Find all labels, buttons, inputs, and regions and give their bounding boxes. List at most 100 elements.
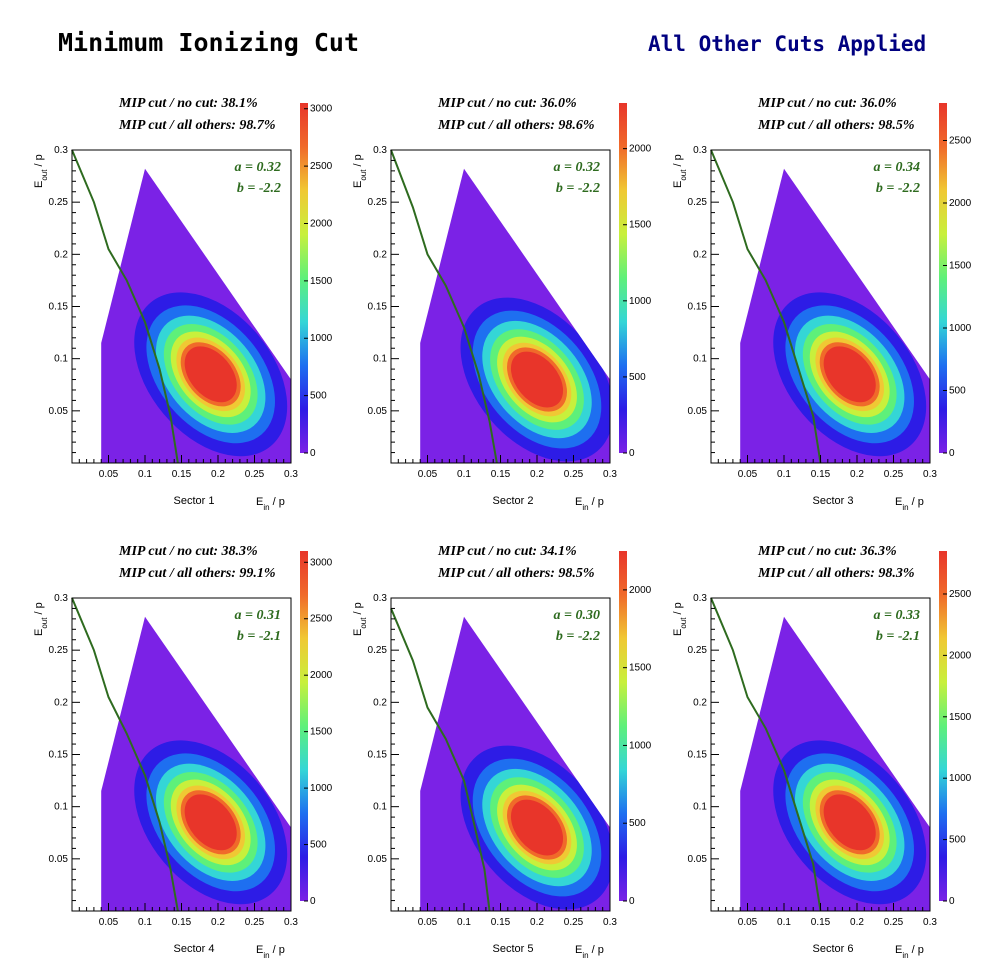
param-a-label: a = 0.32	[235, 160, 281, 175]
x-tick-label: 0.3	[923, 469, 937, 480]
y-tick-label: 0.15	[368, 750, 388, 761]
stat-line-all-others: MIP cut / all others: 98.7%	[118, 118, 276, 133]
y-tick-label: 0.2	[373, 249, 387, 260]
stat-line-no-cut: MIP cut / no cut: 36.3%	[757, 544, 897, 559]
mip-cut-line	[710, 149, 822, 464]
y-tick-label: 0.25	[49, 645, 69, 656]
x-axis-label: Ein / p	[895, 944, 924, 960]
z-tick-label: 1500	[949, 261, 972, 272]
density-contour-level-7	[510, 351, 564, 408]
x-axis-label: Ein / p	[575, 944, 604, 960]
z-tick-label: 1500	[310, 276, 333, 287]
z-colorbar	[619, 551, 627, 901]
y-tick-label: 0.05	[688, 406, 708, 417]
sector-panel: 0.05 0.1 0.15 0.2 0.25 0.3 0.05 0.1 0.15 0.2 0.25 0…	[33, 544, 333, 960]
x-tick-label: 0.2	[850, 469, 864, 480]
density-contour-level-7	[823, 794, 876, 851]
z-tick-label: 2500	[949, 136, 972, 147]
z-tick-label: 1000	[629, 296, 652, 307]
x-tick-label: 0.1	[457, 469, 471, 480]
x-tick-label: 0.25	[564, 917, 584, 928]
z-tick-label: 500	[629, 372, 646, 383]
y-axis-label: Eout / p	[33, 602, 49, 636]
z-tick-label: 2500	[310, 161, 333, 172]
sector-panel: 0.05 0.1 0.15 0.2 0.25 0.3 0.05 0.1 0.15 0.2 0.25 0…	[352, 96, 652, 512]
param-b-label: b = -2.2	[556, 629, 600, 644]
stat-line-no-cut: MIP cut / no cut: 38.3%	[118, 544, 258, 559]
x-tick-label: 0.3	[603, 469, 617, 480]
stat-line-all-others: MIP cut / all others: 99.1%	[118, 566, 276, 581]
z-tick-label: 2500	[310, 614, 333, 625]
x-tick-label: 0.15	[491, 917, 511, 928]
x-tick-label: 0.05	[418, 917, 438, 928]
mip-cut-line	[710, 597, 822, 912]
z-tick-label: 0	[949, 896, 955, 907]
y-tick-label: 0.2	[373, 697, 387, 708]
density-contour-level-7	[823, 346, 876, 403]
heatmap-density	[101, 616, 291, 911]
param-a-label: a = 0.34	[874, 160, 920, 175]
z-tick-label: 2000	[310, 218, 333, 229]
y-tick-label: 0.25	[368, 197, 388, 208]
x-tick-label: 0.05	[418, 469, 438, 480]
z-tick-label: 1500	[949, 712, 972, 723]
param-b-label: b = -2.2	[237, 181, 281, 196]
x-tick-label: 0.2	[211, 469, 225, 480]
stat-line-no-cut: MIP cut / no cut: 34.1%	[437, 544, 577, 559]
x-tick-label: 0.15	[811, 469, 831, 480]
sector-label: Sector 5	[493, 943, 534, 955]
sector-panel: 0.05 0.1 0.15 0.2 0.25 0.3 0.05 0.1 0.15 0.2 0.25 0…	[672, 544, 972, 960]
z-tick-label: 2500	[949, 589, 972, 600]
z-colorbar	[939, 103, 947, 453]
x-tick-label: 0.05	[99, 469, 119, 480]
z-tick-label: 500	[310, 840, 327, 851]
sector-label: Sector 6	[813, 943, 854, 955]
x-tick-label: 0.25	[884, 469, 904, 480]
param-b-label: b = -2.1	[876, 629, 920, 644]
param-a-label: a = 0.32	[554, 160, 600, 175]
x-tick-label: 0.05	[738, 917, 758, 928]
y-tick-label: 0.05	[688, 854, 708, 865]
heatmap-density	[740, 616, 930, 911]
param-b-label: b = -2.2	[556, 181, 600, 196]
y-tick-label: 0.25	[688, 645, 708, 656]
y-tick-label: 0.3	[54, 145, 68, 156]
mip-cut-line	[390, 608, 491, 912]
z-tick-label: 0	[629, 448, 635, 459]
param-a-label: a = 0.31	[235, 608, 281, 623]
y-tick-label: 0.15	[368, 302, 388, 313]
z-tick-label: 2000	[629, 585, 652, 596]
x-tick-label: 0.25	[245, 917, 265, 928]
z-tick-label: 0	[949, 448, 955, 459]
x-axis-label: Ein / p	[895, 496, 924, 512]
mip-cut-line	[71, 597, 179, 912]
heatmap-density	[420, 616, 610, 911]
x-tick-label: 0.1	[457, 917, 471, 928]
x-tick-label: 0.15	[172, 469, 192, 480]
z-tick-label: 500	[949, 835, 966, 846]
y-tick-label: 0.2	[54, 249, 68, 260]
z-tick-label: 3000	[310, 104, 333, 115]
y-tick-label: 0.3	[54, 593, 68, 604]
param-b-label: b = -2.2	[876, 181, 920, 196]
y-tick-label: 0.05	[368, 854, 388, 865]
y-tick-label: 0.05	[49, 854, 69, 865]
heatmap-density	[740, 168, 930, 463]
z-tick-label: 1500	[310, 727, 333, 738]
y-tick-label: 0.2	[693, 697, 707, 708]
y-axis-label: Eout / p	[33, 154, 49, 188]
mip-cut-line	[71, 149, 179, 464]
z-tick-label: 0	[629, 896, 635, 907]
y-tick-label: 0.3	[693, 145, 707, 156]
x-axis-label: Ein / p	[575, 496, 604, 512]
y-tick-label: 0.1	[54, 802, 68, 813]
stat-line-no-cut: MIP cut / no cut: 36.0%	[437, 96, 577, 111]
x-tick-label: 0.15	[491, 469, 511, 480]
x-tick-label: 0.2	[850, 917, 864, 928]
y-axis-label: Eout / p	[672, 154, 688, 188]
y-tick-label: 0.1	[373, 802, 387, 813]
z-tick-label: 500	[310, 391, 327, 402]
y-tick-label: 0.05	[49, 406, 69, 417]
heatmap-density	[101, 168, 291, 463]
